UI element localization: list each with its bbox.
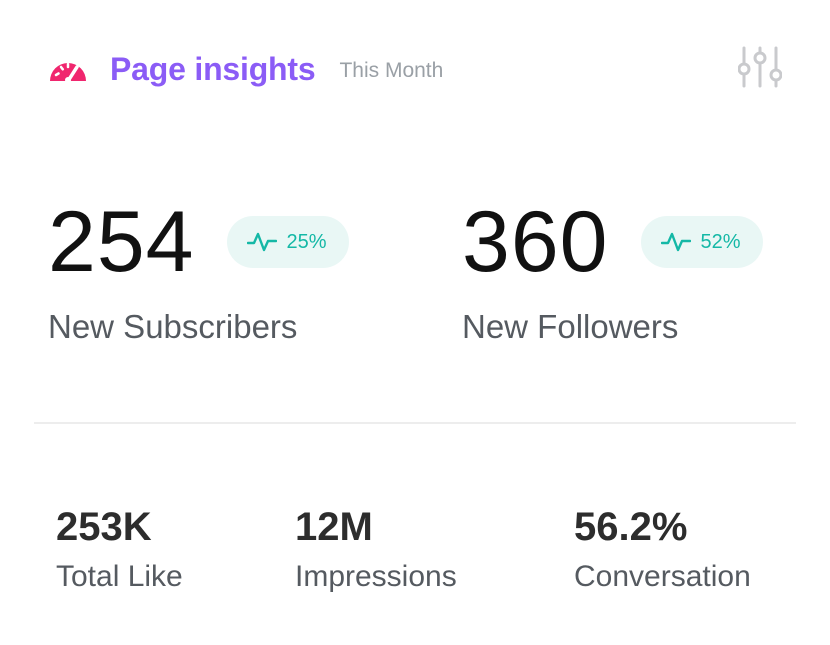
metric-total-like: 253K Total Like: [56, 504, 183, 594]
card-header: Page insights This Month: [48, 46, 784, 92]
metric-label: Total Like: [56, 560, 183, 593]
change-badge: 52%: [640, 216, 763, 268]
change-value: 52%: [700, 230, 741, 253]
sliders-icon: [737, 46, 783, 93]
metric-value: 56.2%: [574, 505, 688, 549]
metric-label: Conversation: [574, 560, 751, 593]
activity-icon: [660, 232, 691, 252]
metric-conversation: 56.2% Conversation: [574, 504, 751, 594]
stat-new-followers: 360 52% New Followers: [462, 196, 763, 346]
stat-value: 254: [48, 194, 195, 290]
period-label: This Month: [339, 59, 444, 82]
gauge-icon: [48, 55, 88, 83]
metric-value: 253K: [56, 505, 152, 549]
stat-new-subscribers: 254 25% New Subscribers: [48, 196, 349, 346]
metric-impressions: 12M Impressions: [295, 504, 457, 594]
change-value: 25%: [286, 230, 327, 253]
metric-label: Impressions: [295, 560, 457, 593]
filter-button[interactable]: [736, 46, 784, 92]
activity-icon: [246, 232, 277, 252]
metric-value: 12M: [295, 505, 373, 549]
change-badge: 25%: [226, 216, 349, 268]
page-title: Page insights: [110, 50, 316, 87]
stat-value: 360: [462, 194, 609, 290]
divider: [34, 422, 796, 424]
stat-label: New Followers: [462, 308, 679, 345]
stat-label: New Subscribers: [48, 308, 298, 345]
